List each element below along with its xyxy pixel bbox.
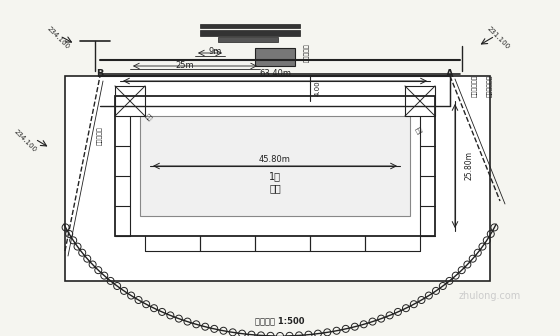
Text: 25.80m: 25.80m <box>464 152 474 180</box>
Text: 234.100: 234.100 <box>13 129 38 153</box>
Text: zhulong.com: zhulong.com <box>459 291 521 301</box>
Text: 地下车库入口: 地下车库入口 <box>487 75 493 97</box>
Bar <box>255 48 295 66</box>
Bar <box>115 96 435 236</box>
Text: 45.80m: 45.80m <box>259 155 291 164</box>
Text: 轮廓: 轮廓 <box>269 183 281 193</box>
Text: 一坡: 一坡 <box>416 127 424 135</box>
Text: 地下车库入口: 地下车库入口 <box>472 75 478 97</box>
Bar <box>115 86 145 116</box>
Text: 9m: 9m <box>208 46 222 55</box>
Text: 25m: 25m <box>176 61 194 71</box>
Text: A: A <box>446 69 454 79</box>
Text: 一坡: 一坡 <box>143 113 153 123</box>
Text: 1楼: 1楼 <box>269 171 281 181</box>
Text: 63.40m: 63.40m <box>259 69 291 78</box>
Text: 231.100: 231.100 <box>486 26 510 50</box>
Bar <box>405 86 435 116</box>
Bar <box>200 24 300 28</box>
Bar <box>200 30 300 36</box>
Bar <box>218 37 278 42</box>
Text: 4.00: 4.00 <box>315 80 321 96</box>
Text: B: B <box>96 69 104 79</box>
Text: 地库出入口: 地库出入口 <box>304 44 310 62</box>
Bar <box>140 116 410 216</box>
Text: 234.100: 234.100 <box>45 26 71 50</box>
Bar <box>65 76 490 281</box>
Text: 总平面图 1:500: 总平面图 1:500 <box>255 317 305 326</box>
Text: 地库出入口: 地库出入口 <box>97 127 103 145</box>
